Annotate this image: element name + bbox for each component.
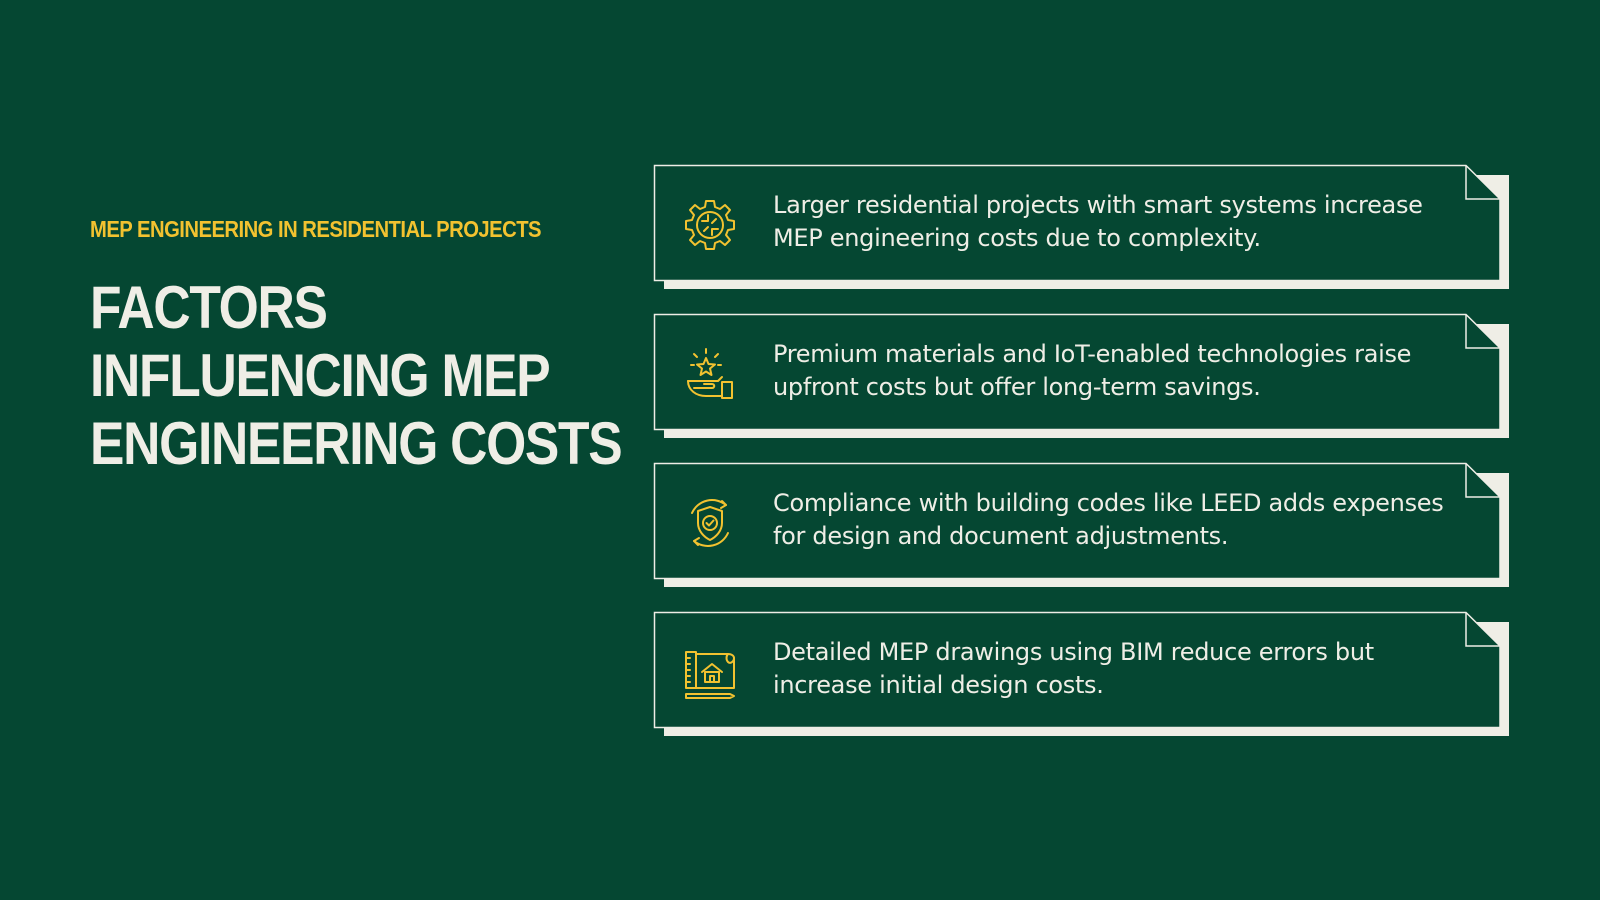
card-frame bbox=[653, 462, 1509, 587]
card-frame bbox=[653, 611, 1509, 736]
hand-star-icon bbox=[687, 348, 733, 399]
slide-title: FACTORS INFLUENCING MEP ENGINEERING COST… bbox=[90, 274, 623, 477]
card-frame bbox=[653, 164, 1509, 289]
factor-card-2: Premium materials and IoT-enabled techno… bbox=[653, 313, 1509, 438]
factor-text: Detailed MEP drawings using BIM reduce e… bbox=[773, 638, 1374, 699]
gear-circuit-icon bbox=[685, 200, 735, 250]
factor-card-3: Compliance with building codes like LEED… bbox=[653, 462, 1509, 587]
factor-text: Larger residential projects with smart s… bbox=[773, 191, 1423, 252]
blueprint-icon bbox=[685, 651, 735, 699]
card-frame bbox=[653, 313, 1509, 438]
factor-card-1: Larger residential projects with smart s… bbox=[653, 164, 1509, 289]
slide-subtitle: MEP ENGINEERING IN RESIDENTIAL PROJECTS bbox=[90, 216, 542, 242]
title-block: MEP ENGINEERING IN RESIDENTIAL PROJECTS … bbox=[90, 214, 623, 478]
shield-check-icon bbox=[691, 499, 729, 547]
factor-text: Premium materials and IoT-enabled techno… bbox=[773, 340, 1412, 401]
factor-card-4: Detailed MEP drawings using BIM reduce e… bbox=[653, 611, 1509, 736]
factor-text: Compliance with building codes like LEED… bbox=[773, 489, 1444, 550]
